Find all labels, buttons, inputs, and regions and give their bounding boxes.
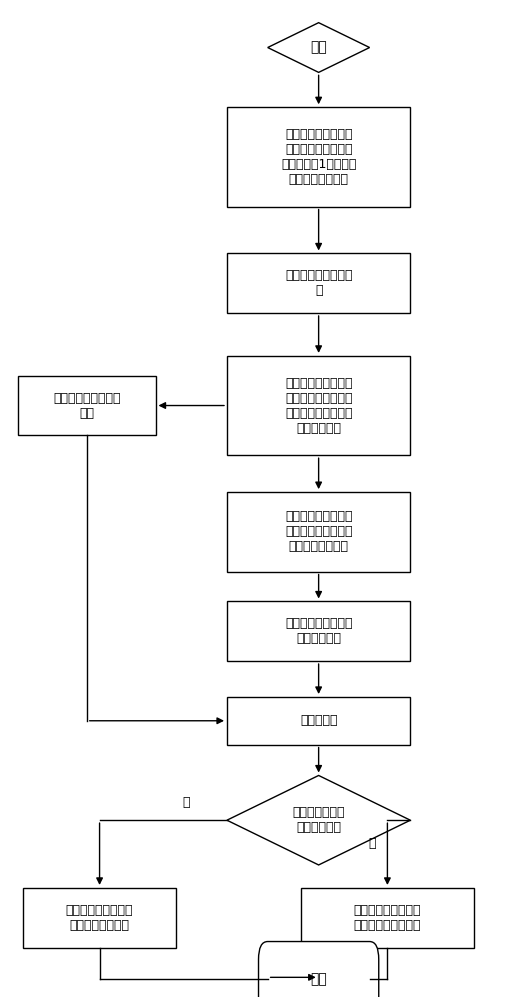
- FancyBboxPatch shape: [18, 376, 156, 435]
- FancyBboxPatch shape: [259, 942, 379, 1000]
- Text: 当前感知时隙对应的
能量: 当前感知时隙对应的 能量: [53, 392, 121, 420]
- FancyBboxPatch shape: [301, 888, 474, 948]
- FancyBboxPatch shape: [23, 888, 176, 948]
- Text: 检验统计量: 检验统计量: [300, 714, 337, 727]
- Text: 判定当前感知时隙内
存在授权用户信号: 判定当前感知时隙内 存在授权用户信号: [66, 904, 133, 932]
- FancyBboxPatch shape: [227, 107, 410, 207]
- Text: 检验统计量是否
大于判决门限: 检验统计量是否 大于判决门限: [293, 806, 345, 834]
- Text: 利用排序后的能量来
估计噪声功率: 利用排序后的能量来 估计噪声功率: [285, 617, 352, 645]
- FancyBboxPatch shape: [227, 601, 410, 661]
- Text: 结束: 结束: [310, 972, 327, 986]
- FancyBboxPatch shape: [227, 492, 410, 572]
- FancyBboxPatch shape: [227, 253, 410, 313]
- Text: 每次采样得到一个样
本: 每次采样得到一个样 本: [285, 269, 352, 297]
- FancyBboxPatch shape: [227, 697, 410, 745]
- Polygon shape: [227, 775, 410, 865]
- Text: 是: 是: [182, 796, 190, 809]
- Text: 对所有以往感知时隙
对应的能量按从小到
大的顺序进行排序: 对所有以往感知时隙 对应的能量按从小到 大的顺序进行排序: [285, 510, 352, 553]
- FancyBboxPatch shape: [227, 356, 410, 455]
- Text: 判定当前感知时隙内
不存在授权用户信号: 判定当前感知时隙内 不存在授权用户信号: [354, 904, 421, 932]
- Text: 开始: 开始: [310, 41, 327, 55]
- Polygon shape: [268, 23, 370, 72]
- Text: 在当前感知时隙及其
多个以往感知时隙内
分别对来自1个通道的
信号进行多次采样: 在当前感知时隙及其 多个以往感知时隙内 分别对来自1个通道的 信号进行多次采样: [281, 128, 356, 186]
- Text: 根据相应的感知时隙
内采样得到的所有样
本计算相应的感知时
隙对应的能量: 根据相应的感知时隙 内采样得到的所有样 本计算相应的感知时 隙对应的能量: [285, 377, 352, 435]
- Text: 否: 否: [368, 837, 376, 850]
